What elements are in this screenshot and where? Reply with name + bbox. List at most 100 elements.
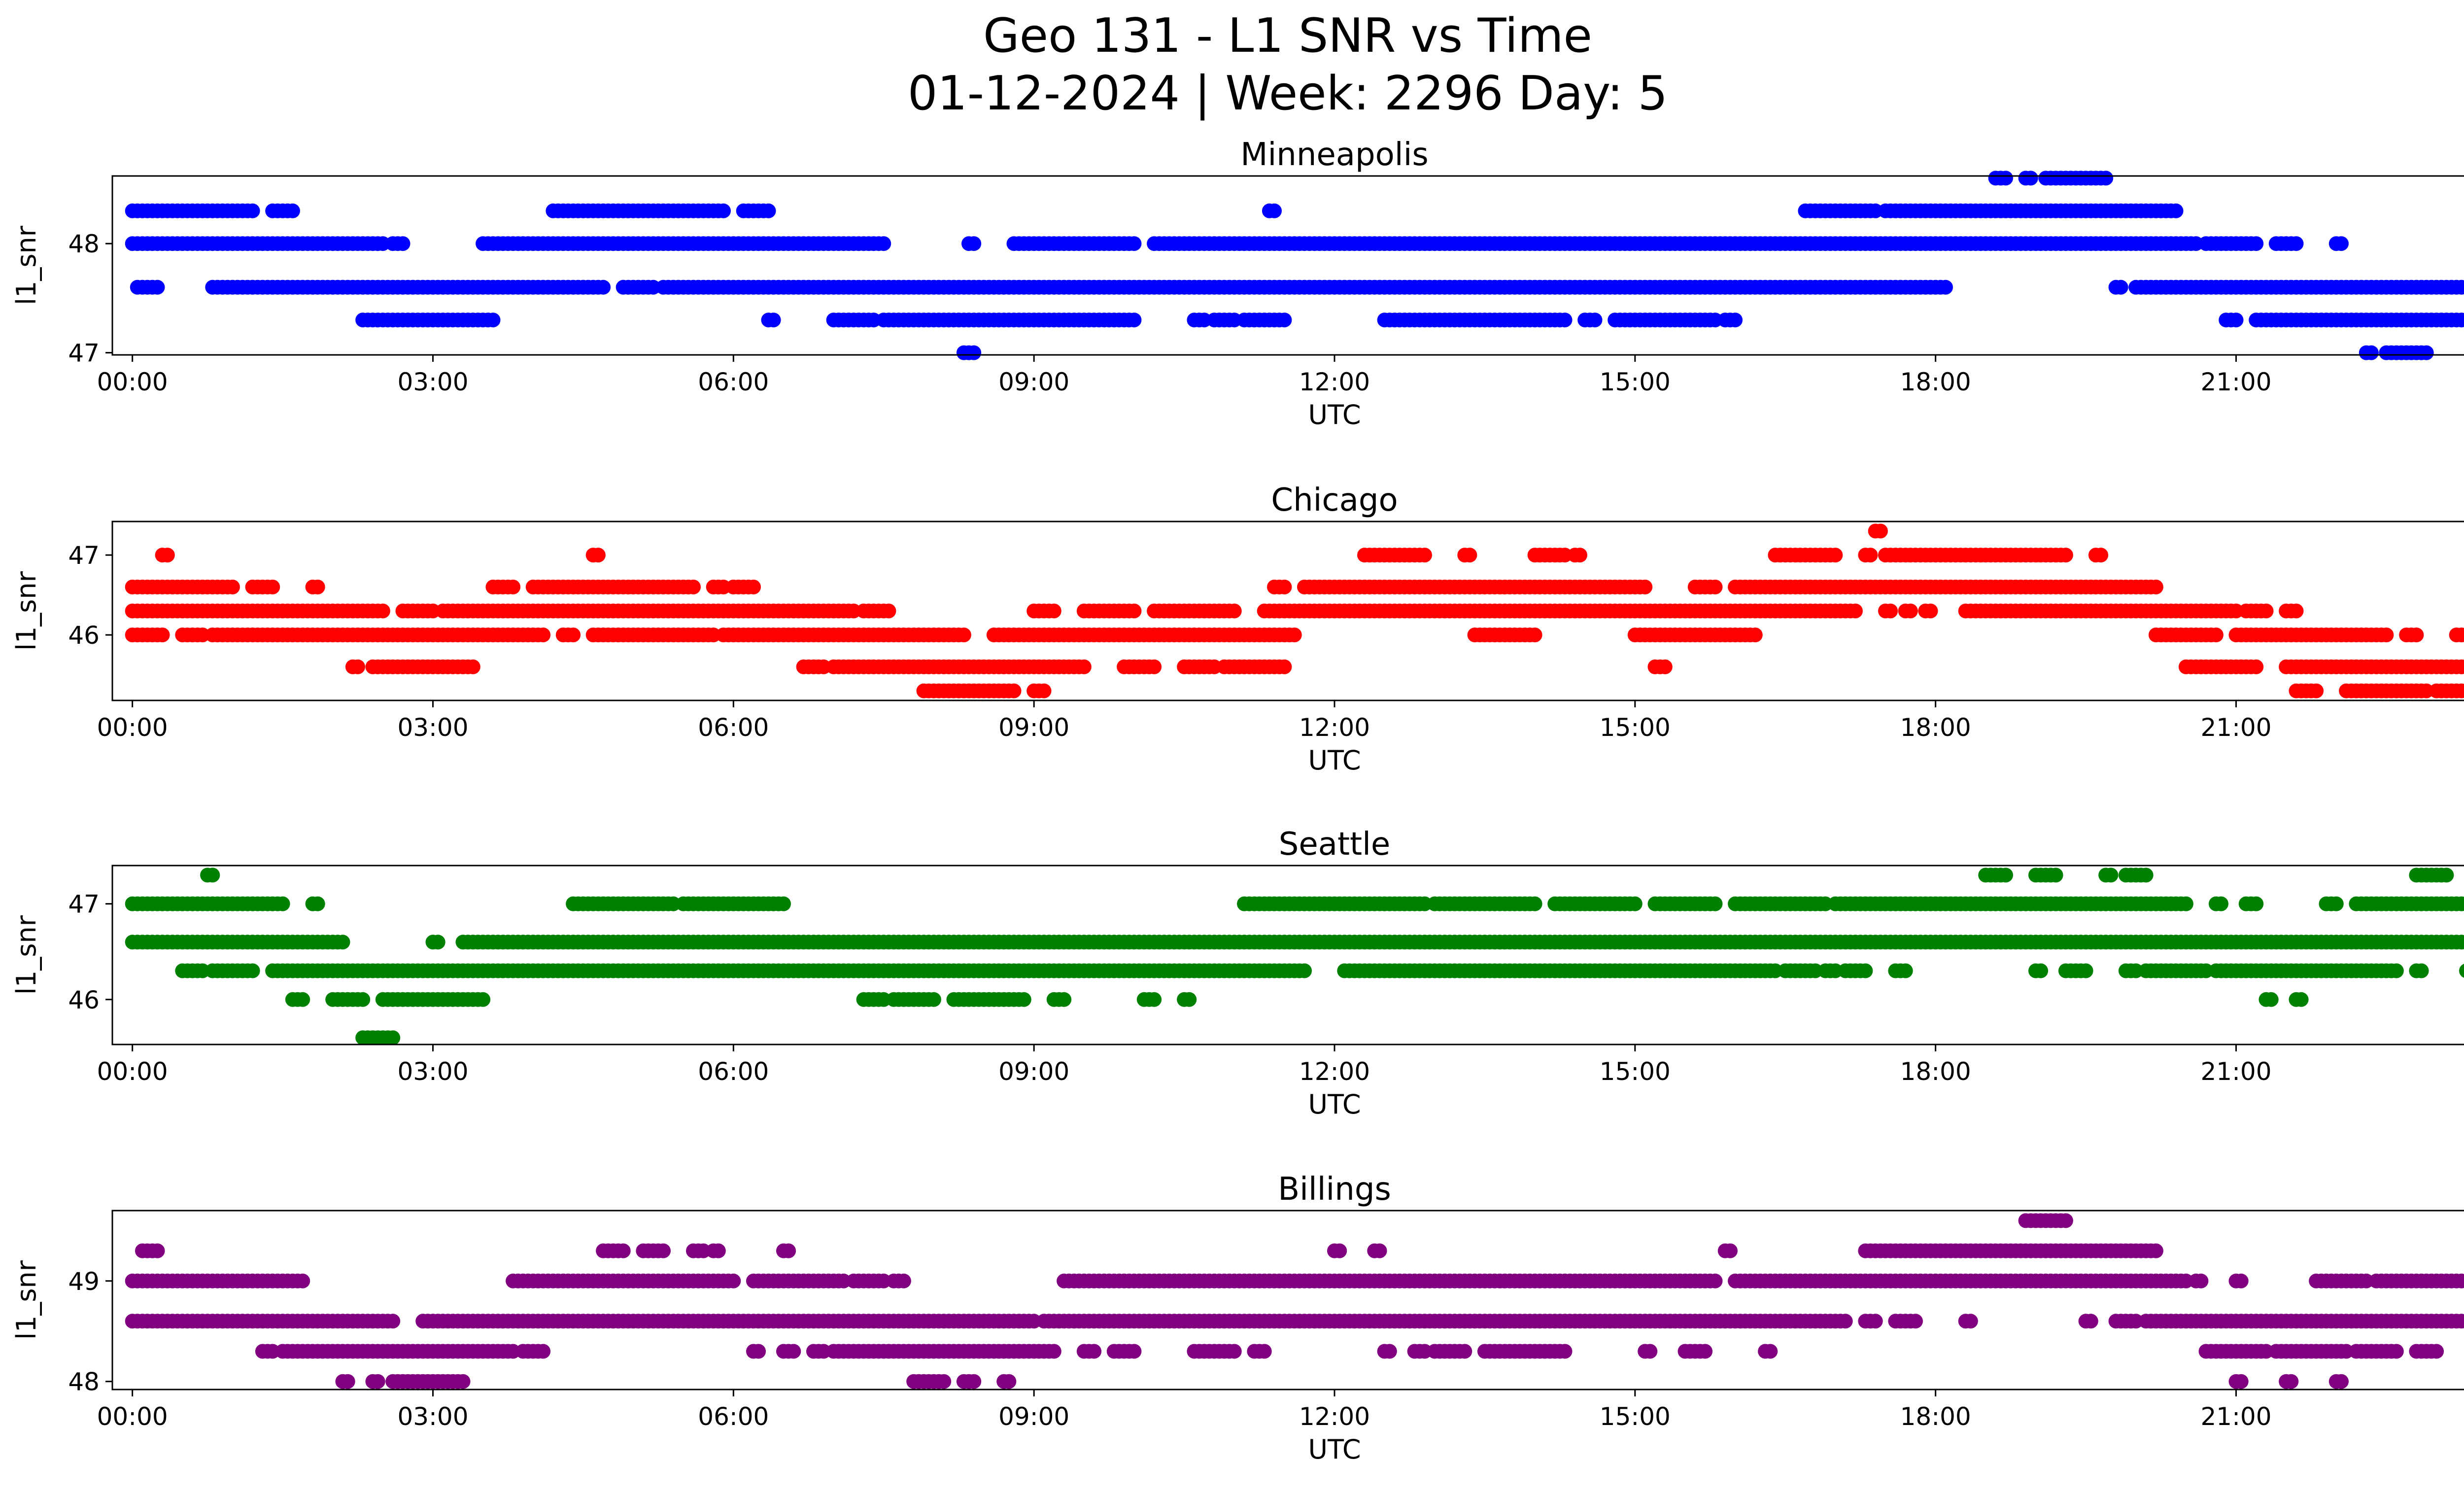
data-point — [2098, 171, 2114, 186]
data-point — [1006, 683, 1022, 698]
data-point — [1127, 313, 1142, 328]
data-point — [716, 203, 731, 218]
data-point — [1127, 236, 1142, 251]
data-point — [2208, 627, 2224, 643]
data-point — [1001, 1374, 1017, 1389]
data-point — [956, 627, 971, 643]
data-point — [876, 236, 891, 251]
data-point — [265, 579, 280, 594]
data-point — [1643, 1344, 1658, 1359]
x-tick-label: 12:00 — [1299, 1057, 1370, 1086]
data-point — [2249, 236, 2264, 251]
data-point — [2459, 935, 2464, 949]
data-point — [2284, 1374, 2299, 1389]
x-tick-label: 03:00 — [397, 713, 468, 742]
data-point — [2214, 896, 2228, 911]
data-point — [1998, 868, 2013, 883]
data-point — [2228, 313, 2244, 328]
data-point — [761, 203, 776, 218]
y-axis-label: l1_snr — [11, 225, 42, 305]
data-point — [966, 1374, 982, 1389]
data-point — [2429, 1344, 2444, 1359]
data-point — [1587, 313, 1603, 328]
data-point — [2093, 548, 2109, 563]
x-tick-label: 15:00 — [1600, 368, 1671, 396]
data-point — [1938, 279, 1953, 295]
x-tick-label: 12:00 — [1299, 1402, 1370, 1431]
data-point — [1457, 1344, 1472, 1359]
data-point — [926, 992, 941, 1007]
data-points — [125, 171, 2464, 360]
x-tick-label: 09:00 — [998, 1402, 1069, 1431]
x-tick-label: 06:00 — [698, 713, 769, 742]
data-point — [485, 313, 501, 328]
data-point — [1838, 1314, 1853, 1329]
data-point — [275, 896, 290, 911]
y-tick-label: 46 — [68, 621, 100, 650]
data-point — [966, 236, 982, 251]
data-point — [430, 935, 445, 950]
y-tick-label: 47 — [68, 339, 100, 368]
data-point — [1297, 963, 1312, 978]
x-tick-label: 18:00 — [1900, 713, 1971, 742]
data-point — [2058, 548, 2073, 563]
data-point — [370, 1374, 385, 1389]
data-point — [1127, 603, 1142, 619]
data-point — [1828, 548, 1843, 563]
x-axis-label: UTC — [1308, 399, 1361, 430]
data-point — [1998, 171, 2013, 186]
data-point — [1277, 579, 1292, 594]
data-point — [1147, 992, 1162, 1007]
data-point — [786, 1344, 801, 1359]
x-axis-label: UTC — [1308, 1089, 1361, 1120]
data-points — [125, 1213, 2464, 1389]
data-point — [2459, 684, 2464, 698]
data-point — [1873, 523, 1888, 539]
data-point — [1858, 963, 1873, 978]
x-tick-label: 09:00 — [998, 713, 1069, 742]
data-point — [536, 627, 551, 643]
data-point — [1462, 548, 1477, 563]
data-point — [1057, 992, 1072, 1007]
data-point — [1898, 963, 1913, 978]
data-point — [355, 992, 371, 1007]
data-point — [2113, 279, 2128, 295]
data-point — [385, 1030, 401, 1045]
data-point — [350, 659, 365, 674]
data-point — [2023, 171, 2038, 186]
data-point — [1372, 1243, 1387, 1258]
data-point — [1923, 603, 1938, 619]
data-point — [1227, 603, 1242, 619]
data-point — [1708, 896, 1723, 911]
data-point — [395, 236, 411, 251]
data-point — [506, 579, 521, 594]
panel-title: Minneapolis — [1240, 137, 1428, 173]
data-point — [1277, 313, 1292, 328]
data-point — [2233, 1374, 2249, 1389]
y-axis-label: l1_snr — [11, 915, 42, 995]
data-point — [1763, 1344, 1778, 1359]
data-point — [2263, 992, 2279, 1007]
data-point — [656, 1243, 671, 1258]
data-point — [2459, 897, 2464, 911]
data-point — [2334, 236, 2349, 251]
data-point — [2459, 627, 2464, 642]
data-point — [1908, 1314, 1923, 1329]
data-point — [1076, 659, 1092, 674]
data-point — [751, 1344, 766, 1359]
x-tick-label: 09:00 — [998, 1057, 1069, 1086]
data-point — [2148, 579, 2163, 594]
x-tick-label: 03:00 — [397, 368, 468, 396]
x-tick-label: 06:00 — [698, 1057, 769, 1086]
data-point — [2389, 1344, 2404, 1359]
data-point — [465, 659, 480, 674]
data-point — [2389, 963, 2404, 978]
data-point — [966, 345, 982, 360]
data-point — [1657, 659, 1673, 674]
x-tick-label: 06:00 — [698, 1402, 769, 1431]
data-point — [881, 603, 896, 619]
data-point — [455, 1374, 471, 1389]
